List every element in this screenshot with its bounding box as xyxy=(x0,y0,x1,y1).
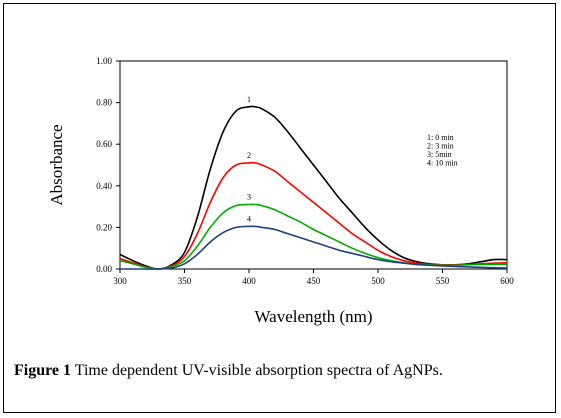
y-tick-label: 0.80 xyxy=(96,98,112,108)
curve-label-4: 4 xyxy=(247,214,251,223)
x-tick-label: 400 xyxy=(242,276,256,286)
curve-label-2: 2 xyxy=(247,151,251,160)
curve-label-3: 3 xyxy=(247,193,251,202)
legend-entry: 1: 0 min xyxy=(427,133,454,142)
curve-label-1: 1 xyxy=(247,95,251,104)
x-tick-label: 500 xyxy=(371,276,385,286)
x-tick-label: 350 xyxy=(178,276,192,286)
series-line-4 xyxy=(120,225,508,270)
y-tick-label: 0.20 xyxy=(96,222,112,232)
y-tick-label: 0.00 xyxy=(96,264,112,274)
y-tick-label: 0.40 xyxy=(96,181,112,191)
y-tick-label: 0.60 xyxy=(96,139,112,149)
figure-caption-text: Time dependent UV-visible absorption spe… xyxy=(71,362,443,379)
x-tick-label: 300 xyxy=(113,276,127,286)
x-tick-label: 450 xyxy=(307,276,321,286)
figure-caption-label: Figure 1 xyxy=(14,362,72,379)
y-axis-title: Absorbance xyxy=(47,124,66,205)
y-tick-label: 1.00 xyxy=(96,56,112,66)
series-line-1 xyxy=(119,105,508,270)
legend-entry: 4: 10 min xyxy=(427,159,458,168)
x-tick-label: 600 xyxy=(500,276,514,286)
legend-entry: 2: 3 min xyxy=(427,142,454,151)
legend-entry: 3: 5min xyxy=(427,150,452,159)
figure-frame xyxy=(3,3,556,413)
series-line-2 xyxy=(119,161,508,270)
figure-caption: Figure 1 Time dependent UV-visible absor… xyxy=(14,362,443,380)
x-tick-label: 550 xyxy=(436,276,450,286)
x-axis-title: Wavelength (nm) xyxy=(254,307,372,326)
